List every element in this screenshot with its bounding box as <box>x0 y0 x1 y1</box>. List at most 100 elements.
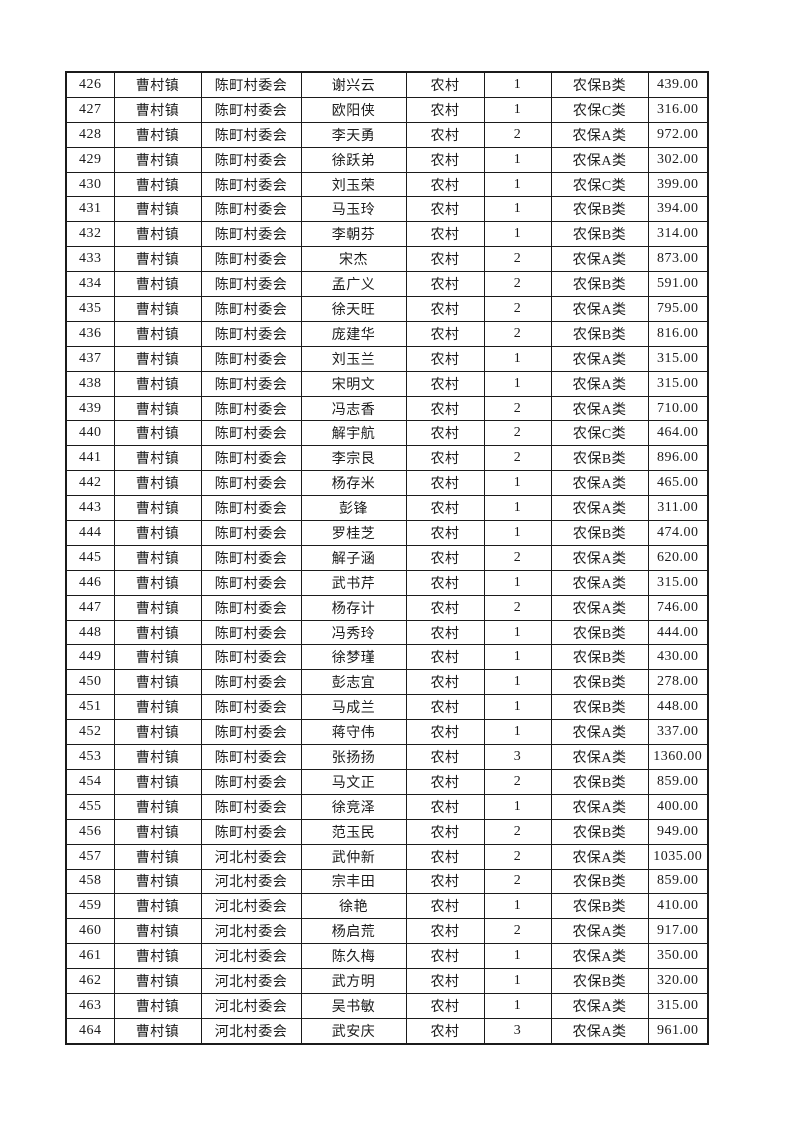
cell-person-count: 1 <box>483 520 552 546</box>
cell-person-name: 解宇航 <box>300 420 407 447</box>
cell-village-committee: 陈町村委会 <box>200 420 302 447</box>
cell-seq: 463 <box>65 992 115 1019</box>
cell-insurance-category: 农保A类 <box>550 370 649 397</box>
cell-town: 曹村镇 <box>113 520 202 546</box>
cell-amount: 337.00 <box>647 719 709 746</box>
cell-village-committee: 陈町村委会 <box>200 246 302 273</box>
cell-village-committee: 河北村委会 <box>200 893 302 920</box>
table-row: 450 曹村镇 陈町村委会 彭志宜 农村 1 农保B类 278.00 <box>65 669 709 696</box>
cell-seq: 461 <box>65 943 115 970</box>
cell-insurance-category: 农保A类 <box>550 296 649 322</box>
cell-seq: 429 <box>65 146 115 173</box>
cell-residence-type: 农村 <box>405 719 485 746</box>
cell-person-name: 马成兰 <box>300 694 407 721</box>
cell-insurance-category: 农保A类 <box>550 345 649 372</box>
cell-town: 曹村镇 <box>113 146 202 173</box>
cell-seq: 433 <box>65 246 115 273</box>
cell-person-name: 庞建华 <box>300 320 407 347</box>
cell-village-committee: 陈町村委会 <box>200 121 302 148</box>
cell-residence-type: 农村 <box>405 96 485 123</box>
cell-seq: 449 <box>65 644 115 671</box>
cell-village-committee: 陈町村委会 <box>200 744 302 770</box>
cell-seq: 430 <box>65 171 115 198</box>
cell-seq: 434 <box>65 271 115 298</box>
cell-residence-type: 农村 <box>405 445 485 472</box>
table-row: 430 曹村镇 陈町村委会 刘玉荣 农村 1 农保C类 399.00 <box>65 171 709 198</box>
cell-person-name: 李宗艮 <box>300 445 407 472</box>
cell-person-count: 2 <box>483 818 552 845</box>
cell-residence-type: 农村 <box>405 943 485 970</box>
cell-seq: 440 <box>65 420 115 447</box>
table-row: 455 曹村镇 陈町村委会 徐竞泽 农村 1 农保A类 400.00 <box>65 793 709 820</box>
cell-residence-type: 农村 <box>405 495 485 522</box>
cell-seq: 443 <box>65 495 115 522</box>
cell-amount: 315.00 <box>647 345 709 372</box>
cell-person-count: 1 <box>483 71 552 98</box>
cell-town: 曹村镇 <box>113 544 202 571</box>
cell-person-count: 2 <box>483 246 552 273</box>
cell-person-count: 1 <box>483 619 552 646</box>
cell-amount: 859.00 <box>647 868 709 895</box>
cell-person-name: 陈久梅 <box>300 943 407 970</box>
cell-residence-type: 农村 <box>405 868 485 895</box>
cell-person-count: 2 <box>483 320 552 347</box>
cell-residence-type: 农村 <box>405 669 485 696</box>
cell-insurance-category: 农保B类 <box>550 619 649 646</box>
cell-person-name: 杨存米 <box>300 470 407 497</box>
cell-person-count: 1 <box>483 146 552 173</box>
cell-insurance-category: 农保A类 <box>550 992 649 1019</box>
table-row: 439 曹村镇 陈町村委会 冯志香 农村 2 农保A类 710.00 <box>65 395 709 422</box>
cell-town: 曹村镇 <box>113 694 202 721</box>
cell-seq: 452 <box>65 719 115 746</box>
cell-village-committee: 陈町村委会 <box>200 271 302 298</box>
cell-amount: 591.00 <box>647 271 709 298</box>
cell-person-count: 2 <box>483 271 552 298</box>
cell-insurance-category: 农保A类 <box>550 569 649 596</box>
cell-seq: 451 <box>65 694 115 721</box>
cell-village-committee: 陈町村委会 <box>200 171 302 198</box>
cell-seq: 454 <box>65 768 115 795</box>
table-row: 446 曹村镇 陈町村委会 武书芹 农村 1 农保A类 315.00 <box>65 569 709 596</box>
cell-seq: 464 <box>65 1017 115 1045</box>
cell-village-committee: 陈町村委会 <box>200 768 302 795</box>
cell-insurance-category: 农保A类 <box>550 395 649 422</box>
cell-insurance-category: 农保A类 <box>550 918 649 945</box>
cell-amount: 917.00 <box>647 918 709 945</box>
cell-town: 曹村镇 <box>113 370 202 397</box>
cell-town: 曹村镇 <box>113 619 202 646</box>
cell-amount: 1035.00 <box>647 843 709 870</box>
cell-amount: 400.00 <box>647 793 709 820</box>
cell-amount: 859.00 <box>647 768 709 795</box>
cell-person-count: 3 <box>483 1017 552 1045</box>
cell-person-name: 杨存计 <box>300 594 407 621</box>
cell-person-name: 徐梦瑾 <box>300 644 407 671</box>
cell-residence-type: 农村 <box>405 395 485 422</box>
cell-amount: 399.00 <box>647 171 709 198</box>
cell-village-committee: 陈町村委会 <box>200 719 302 746</box>
cell-insurance-category: 农保A类 <box>550 594 649 621</box>
cell-person-count: 1 <box>483 370 552 397</box>
cell-insurance-category: 农保B类 <box>550 694 649 721</box>
cell-seq: 438 <box>65 370 115 397</box>
cell-person-name: 马玉玲 <box>300 196 407 223</box>
cell-person-name: 杨启荒 <box>300 918 407 945</box>
cell-residence-type: 农村 <box>405 818 485 845</box>
cell-town: 曹村镇 <box>113 271 202 298</box>
cell-town: 曹村镇 <box>113 793 202 820</box>
cell-person-name: 武安庆 <box>300 1017 407 1045</box>
table-row: 445 曹村镇 陈町村委会 解子涵 农村 2 农保A类 620.00 <box>65 544 709 571</box>
cell-person-count: 1 <box>483 968 552 994</box>
cell-insurance-category: 农保A类 <box>550 793 649 820</box>
cell-insurance-category: 农保B类 <box>550 644 649 671</box>
cell-insurance-category: 农保A类 <box>550 246 649 273</box>
cell-insurance-category: 农保A类 <box>550 943 649 970</box>
table-row: 454 曹村镇 陈町村委会 马文正 农村 2 农保B类 859.00 <box>65 768 709 795</box>
table-row: 442 曹村镇 陈町村委会 杨存米 农村 1 农保A类 465.00 <box>65 470 709 497</box>
cell-village-committee: 河北村委会 <box>200 943 302 970</box>
cell-person-name: 刘玉荣 <box>300 171 407 198</box>
table-row: 428 曹村镇 陈町村委会 李天勇 农村 2 农保A类 972.00 <box>65 121 709 148</box>
cell-village-committee: 陈町村委会 <box>200 818 302 845</box>
cell-town: 曹村镇 <box>113 196 202 223</box>
cell-seq: 448 <box>65 619 115 646</box>
